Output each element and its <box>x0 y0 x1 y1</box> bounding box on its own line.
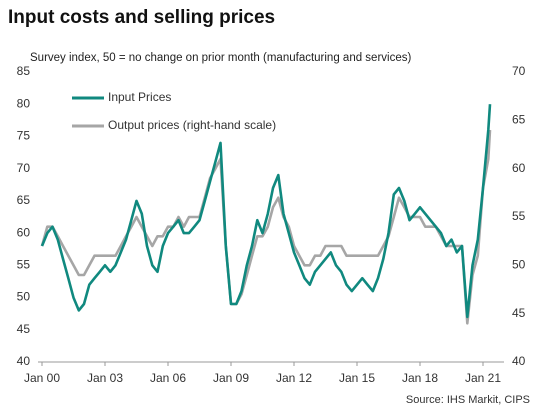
x-tick-label: Jan 15 <box>339 371 375 385</box>
y-tick-label: 45 <box>17 322 31 336</box>
y-tick-label: 70 <box>17 161 31 175</box>
x-tick-label: Jan 06 <box>150 371 186 385</box>
series-line <box>40 104 492 319</box>
y2-tick-label: 45 <box>512 306 526 320</box>
y-tick-label: 55 <box>17 258 31 272</box>
series-line <box>40 129 492 325</box>
y-tick-label: 75 <box>17 129 31 143</box>
y2-tick-label: 50 <box>512 258 526 272</box>
chart-title: Input costs and selling prices <box>8 7 275 28</box>
y-tick-label: 65 <box>17 193 31 207</box>
x-tick-label: Jan 03 <box>87 371 123 385</box>
source: Source: IHS Markit, CIPS <box>406 394 530 406</box>
legend-label: Output prices (right-hand scale) <box>108 118 276 132</box>
y-tick-label: 85 <box>17 64 31 78</box>
y-tick-label: 40 <box>17 354 31 368</box>
y-tick-label: 80 <box>17 96 31 110</box>
x-tick-label: Jan 09 <box>213 371 249 385</box>
y-tick-label: 60 <box>17 225 31 239</box>
y2-tick-label: 40 <box>512 354 526 368</box>
y2-tick-label: 70 <box>512 64 526 78</box>
y-tick-label: 50 <box>17 290 31 304</box>
x-tick-label: Jan 00 <box>24 371 60 385</box>
chart-subtitle: Survey index, 50 = no change on prior mo… <box>30 52 411 64</box>
y2-tick-label: 55 <box>512 209 526 223</box>
x-tick-label: Jan 12 <box>276 371 312 385</box>
legend-label: Input Prices <box>108 90 171 104</box>
x-tick-label: Jan 18 <box>402 371 438 385</box>
x-tick-label: Jan 21 <box>465 371 501 385</box>
y2-tick-label: 60 <box>512 161 526 175</box>
y2-tick-label: 65 <box>512 113 526 127</box>
